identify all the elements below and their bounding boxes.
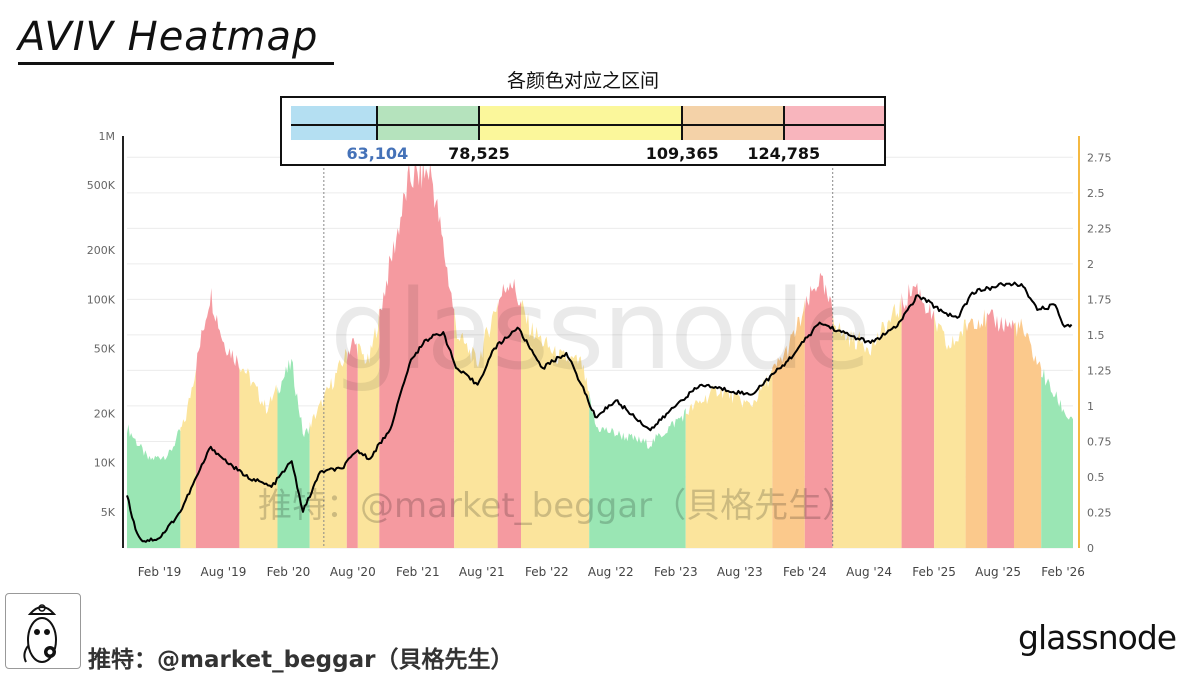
brand-logo: glassnode (1018, 618, 1177, 657)
price-line-layer (126, 281, 1073, 543)
x-axis-tick-label: Aug '21 (459, 565, 505, 579)
x-axis-tick-label: Aug '19 (201, 565, 247, 579)
left-axis-tick-label: 100K (87, 293, 116, 306)
right-axis-tick-label: 0.25 (1087, 506, 1112, 519)
aviv-area-green (277, 358, 310, 548)
right-axis-tick-label: 2.25 (1087, 222, 1112, 235)
aviv-area-layer (127, 156, 1073, 548)
x-axis-tick-label: Aug '24 (846, 565, 892, 579)
aviv-area-green (589, 392, 686, 548)
aviv-area-yellow (357, 304, 380, 548)
right-axis-tick-label: 0.75 (1087, 435, 1112, 448)
right-axis-tick-label: 1.25 (1087, 364, 1112, 377)
aviv-area-orange (965, 309, 988, 548)
legend-tick (782, 106, 785, 140)
aviv-area-red (497, 278, 521, 548)
left-axis-tick-label: 20K (94, 407, 116, 420)
x-axis-tick-label: Aug '22 (588, 565, 634, 579)
legend-band-0 (291, 106, 378, 140)
x-axis-tick-label: Feb '25 (912, 565, 956, 579)
left-axis-tick-label: 1M (99, 130, 116, 143)
page-title: AVIV Heatmap (18, 14, 319, 60)
x-axis-tick-label: Feb '24 (783, 565, 827, 579)
x-axis-tick-label: Feb '26 (1041, 565, 1085, 579)
legend-tick (376, 106, 379, 140)
legend-band-2 (478, 106, 683, 140)
right-axis-tick-label: 1.75 (1087, 293, 1112, 306)
x-axis-tick-label: Feb '22 (525, 565, 569, 579)
right-axis-tick-label: 2 (1087, 258, 1094, 271)
x-axis-tick-label: Aug '23 (717, 565, 763, 579)
right-axis-tick-label: 2.5 (1087, 187, 1105, 200)
legend-band-3 (682, 106, 784, 140)
cartoon-avatar-icon (5, 593, 81, 669)
right-axis-tick-label: 0.5 (1087, 471, 1105, 484)
legend-threshold-label: 63,104 (346, 144, 409, 163)
aviv-area-red (804, 272, 833, 548)
watermark-text: glassnode (330, 266, 871, 394)
x-axis-tick-label: Feb '20 (267, 565, 311, 579)
twitter-handle: 推特：@market_beggar（貝格先生） (88, 647, 514, 673)
aviv-area-yellow (832, 297, 902, 548)
legend-threshold-label: 109,365 (645, 144, 719, 163)
aviv-area-yellow (685, 369, 773, 548)
left-axis-tick-label: 10K (94, 457, 116, 470)
legend-threshold-label: 124,785 (747, 144, 821, 163)
aviv-heatmap-chart: 5K 10K 20K 50K 100K 200K 500K 1M 0 0.25 0.5 0.75 1 1.… (87, 130, 1112, 579)
aviv-area-green (127, 424, 181, 548)
legend-tick (681, 106, 684, 140)
left-axis-tick-label: 50K (94, 342, 116, 355)
right-axis-tick-label: 2.75 (1087, 151, 1112, 164)
left-axis-tick-label: 200K (87, 244, 116, 257)
x-axis-tick-label: Feb '21 (396, 565, 440, 579)
btc-price-line (126, 281, 1073, 543)
aviv-area-yellow (309, 348, 347, 548)
legend-caption: 各颜色对应之区间 (506, 70, 659, 92)
aviv-area-red (195, 288, 240, 548)
legend-threshold-label: 78,525 (448, 144, 510, 163)
axis-layer: 5K 10K 20K 50K 100K 200K 500K 1M 0 0.25 0.5 0.75 1 1.… (87, 130, 1112, 579)
x-axis-tick-label: Feb '19 (138, 565, 182, 579)
right-axis-tick-label: 1.5 (1087, 329, 1105, 342)
aviv-area-yellow (239, 367, 278, 548)
aviv-area-red (987, 309, 1014, 548)
x-axis-tick-label: Feb '23 (654, 565, 698, 579)
right-axis-tick-label: 0 (1087, 542, 1094, 555)
halving-marker-layer (323, 156, 834, 548)
title-underline (18, 62, 334, 65)
aviv-area-red (346, 338, 358, 548)
legend-band-4 (783, 106, 884, 140)
aviv-area-green (1041, 368, 1073, 548)
aviv-area-orange (772, 299, 805, 548)
color-range-legend: 63,104 78,525 109,365 124,785 (280, 96, 886, 166)
overlay-handle-watermark: 推特：@market_beggar（貝格先生） (258, 486, 857, 526)
aviv-area-red (901, 282, 935, 548)
legend-tick (477, 106, 480, 140)
legend-band-1 (377, 106, 479, 140)
x-axis-tick-label: Aug '20 (330, 565, 376, 579)
legend-axis-line (291, 124, 884, 126)
aviv-area-orange (1014, 318, 1042, 548)
left-axis-tick-label: 500K (87, 179, 116, 192)
right-axis-tick-label: 1 (1087, 400, 1094, 413)
aviv-area-yellow (180, 369, 196, 548)
left-axis-tick-label: 5K (101, 506, 116, 519)
legend-color-bar (291, 106, 884, 140)
x-axis-tick-label: Aug '25 (975, 565, 1021, 579)
aviv-area-yellow (934, 313, 966, 548)
